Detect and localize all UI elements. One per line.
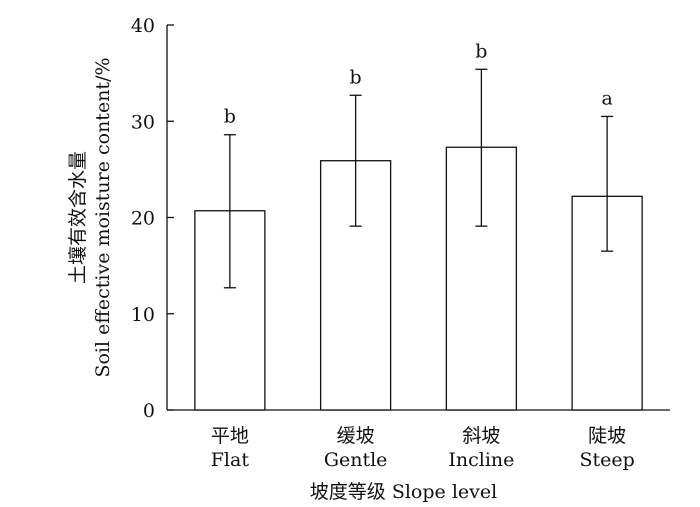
y-tick-label: 30 xyxy=(131,111,155,133)
y-tick-label: 10 xyxy=(131,304,155,326)
x-axis-title: 坡度等级 Slope level xyxy=(310,481,497,503)
significance-label: b xyxy=(350,66,362,88)
x-tick-label-zh: 陡坡 xyxy=(588,425,626,447)
x-tick-label-en: Incline xyxy=(448,449,514,471)
x-tick-label-en: Flat xyxy=(211,449,250,471)
significance-label: a xyxy=(601,87,612,109)
x-tick-label-zh: 缓坡 xyxy=(337,425,375,447)
y-tick-label: 20 xyxy=(131,208,155,230)
y-tick-label: 0 xyxy=(143,400,155,422)
x-tick-label-zh: 斜坡 xyxy=(462,425,500,447)
significance-label: b xyxy=(475,40,487,62)
x-tick-label-zh: 平地 xyxy=(211,425,249,447)
y-axis-title-en: Soil effective moisture content/% xyxy=(92,57,114,377)
significance-label: b xyxy=(224,106,236,128)
x-tick-label-en: Steep xyxy=(579,449,634,471)
y-tick-label: 40 xyxy=(131,15,155,37)
bar-steep xyxy=(571,195,643,411)
bars xyxy=(194,68,643,411)
x-tick-label-en: Gentle xyxy=(324,449,388,471)
y-axis-title-zh: 土壤有效含水量 xyxy=(67,151,89,284)
